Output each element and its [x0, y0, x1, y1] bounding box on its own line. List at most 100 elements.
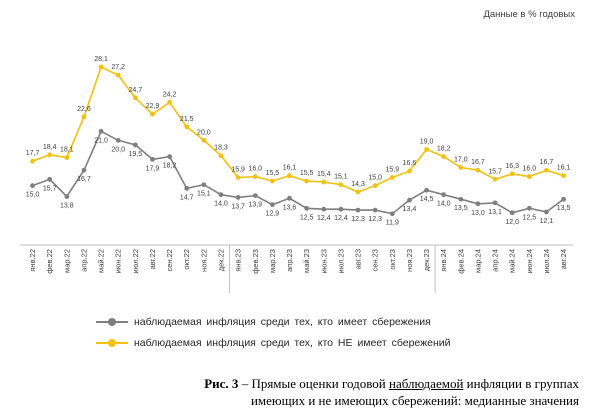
series-1-point	[389, 175, 395, 180]
series-0-data-label: 13,1	[488, 209, 502, 216]
series-0-data-label: 13,7	[231, 203, 245, 210]
series-1-point	[407, 168, 412, 174]
series-0-point	[492, 200, 498, 206]
x-tick-label: апр.23	[285, 249, 294, 272]
series-1-data-label: 24,7	[129, 87, 143, 94]
series-0-point	[201, 182, 207, 188]
x-tick-label: ноя.22	[199, 249, 208, 272]
series-0-point	[544, 209, 549, 215]
series-0-data-label: 13,5	[557, 205, 571, 212]
series-0-point	[304, 205, 310, 211]
series-0-data-label: 18,2	[163, 163, 177, 170]
series-0-point	[458, 196, 464, 202]
series-0-data-label: 17,9	[146, 165, 160, 172]
series-1-data-label: 24,2	[163, 91, 177, 98]
x-tick-label: авг.23	[354, 249, 363, 269]
series-1-data-label: 16,7	[471, 159, 485, 166]
series-1-point	[98, 64, 104, 70]
series-line-1	[32, 65, 564, 193]
series-0-data-label: 13,8	[60, 203, 74, 210]
series-1-data-label: 18,1	[60, 147, 74, 154]
series-1-data-label: 15,1	[334, 174, 348, 181]
x-tick-label: апр.24	[491, 249, 500, 272]
series-1-point	[201, 137, 207, 143]
series-0-point	[269, 202, 275, 208]
caption-line-1: Рис. 3 – Прямые оценки годовой наблюдаем…	[0, 375, 579, 392]
x-tick-label: фев.23	[251, 249, 260, 274]
x-tick-label: май.22	[97, 249, 106, 273]
x-tick-label: мар.22	[62, 249, 71, 273]
series-0-point	[372, 207, 378, 213]
x-tick-labels: янв.22 фев.22 мар.22 апр.22 май.22 июн.22 июл.…	[28, 249, 568, 274]
series-0-point	[184, 185, 190, 191]
series-0-data-label: 15,0	[26, 192, 40, 199]
series-1-data-label: 16,1	[557, 165, 571, 172]
series-0-point	[424, 187, 429, 193]
x-tick-label: апр.22	[79, 249, 88, 272]
series-1-data-label: 15,9	[231, 166, 245, 173]
series-0-data-label: 13,0	[471, 210, 485, 217]
series-0-point	[441, 192, 447, 198]
series-0-data-label: 12,5	[300, 214, 314, 221]
series-1-point	[372, 183, 378, 189]
series-1-point	[458, 165, 464, 170]
units-label: Данные в % годовых	[483, 9, 575, 20]
series-1-data-label: 17,7	[26, 150, 40, 157]
series-1-point	[235, 175, 241, 180]
series-1-data-label: 22,6	[77, 106, 91, 113]
series-0-point	[475, 201, 481, 207]
series-0-data-label: 15,7	[43, 185, 57, 192]
series-1-data-label: 16,7	[540, 159, 554, 166]
series-1-point	[475, 167, 481, 173]
series-0-point	[509, 210, 515, 216]
series-1-data-label: 16,1	[283, 165, 297, 172]
series-0-data-label: 11,9	[386, 220, 399, 227]
figure-caption: Рис. 3 – Прямые оценки годовой наблюдаем…	[0, 375, 579, 409]
x-tick-label: июн.23	[319, 249, 328, 273]
series-1-point	[544, 167, 549, 173]
series-0-point	[98, 128, 104, 134]
series-0-point	[167, 154, 173, 160]
series-1-point	[321, 179, 327, 185]
series-line-0	[32, 130, 565, 215]
series-1-point	[287, 173, 292, 179]
x-tick-label: авг.24	[559, 249, 568, 269]
series-0-point	[338, 206, 344, 212]
x-tick-label: фев.22	[45, 249, 54, 274]
x-tick-label: июн.22	[114, 249, 123, 273]
series-1-point	[30, 158, 35, 164]
series-1-point	[304, 178, 310, 184]
series-1-point	[150, 111, 155, 117]
series-0-data-label: 20,0	[111, 146, 125, 153]
series-1-point	[424, 147, 429, 152]
series-0-point	[389, 211, 395, 217]
data-labels: 15,015,713,816,721,020,019,517,9 18,214,7…	[26, 56, 571, 227]
series-0-point	[355, 207, 361, 213]
series-1-data-label: 16,3	[505, 163, 519, 170]
x-tick-label: окт.23	[388, 249, 397, 270]
series-0-point	[287, 195, 292, 201]
series-1-data-label: 16,0	[523, 166, 537, 173]
x-tick-label: авг.22	[148, 249, 157, 269]
x-tick-label: июл.24	[542, 249, 551, 273]
legend-swatch-nonsavers	[96, 338, 128, 348]
line-chart: 15,015,713,816,721,020,019,517,9 18,214,7…	[20, 56, 573, 293]
series-0-data-label: 19,5	[129, 151, 143, 158]
series-1-point	[355, 189, 361, 195]
series-0-point	[526, 205, 532, 211]
series-0-data-label: 13,6	[283, 204, 297, 211]
series-1-point	[218, 153, 224, 159]
series-0-point	[132, 142, 138, 148]
x-tick-label: июл.23	[336, 249, 345, 273]
series-1-data-label: 21,5	[180, 116, 194, 123]
series-1-data-label: 27,2	[111, 64, 125, 71]
x-tick-label: мар.23	[268, 249, 277, 273]
legend-item-nonsavers: наблюдаемая инфляция среди тех, кто НЕ и…	[96, 332, 451, 353]
series-1-data-label: 17,0	[454, 157, 468, 164]
series-0-data-label: 12,3	[368, 216, 382, 223]
x-tick-label: май.24	[508, 249, 517, 273]
series-1-data-label: 18,2	[437, 146, 451, 153]
series-1-point	[167, 99, 173, 105]
series-1-point	[132, 95, 138, 101]
series-0-data-label: 14,7	[180, 194, 194, 201]
